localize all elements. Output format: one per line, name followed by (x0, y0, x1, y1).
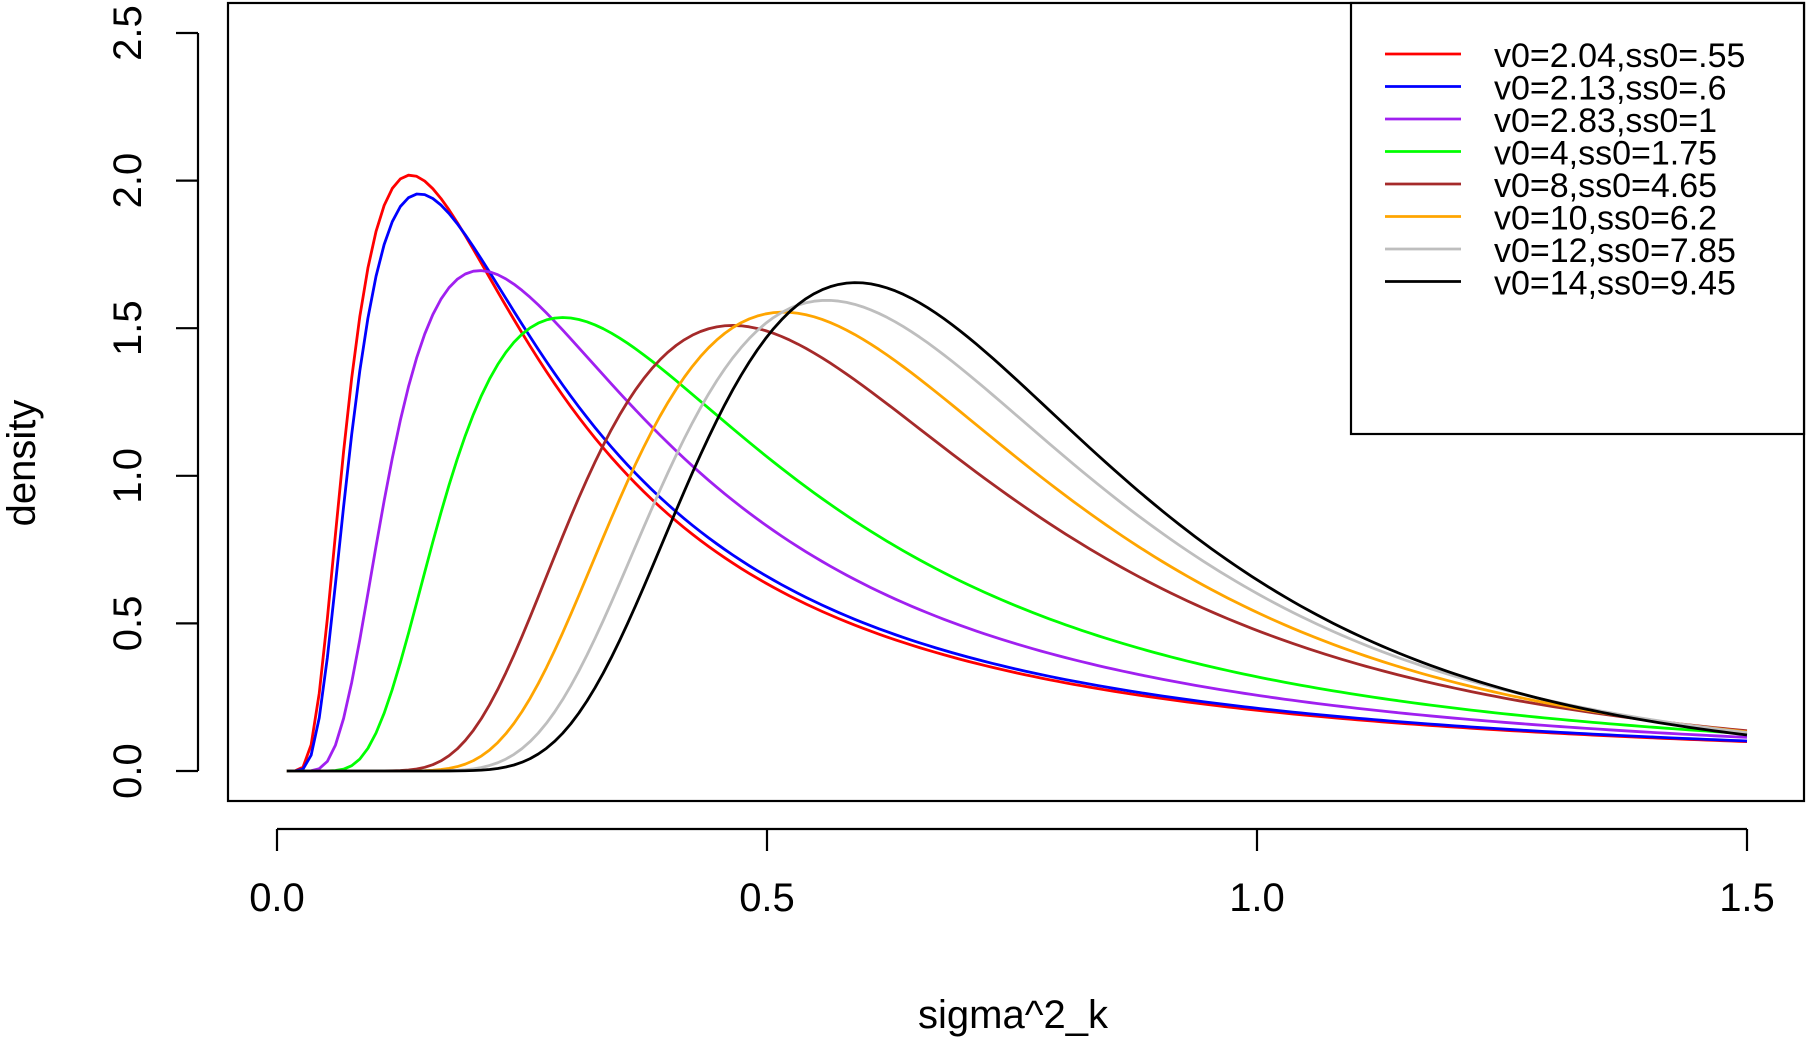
y-tick-label: 2.5 (106, 5, 150, 61)
series-line (286, 269, 1748, 773)
legend-label: v0=2.04,ss0=.55 (1494, 37, 1745, 75)
legend-box (1349, 1, 1806, 436)
x-tick-label: 1.0 (1229, 876, 1285, 920)
series-line (286, 316, 1748, 773)
legend-label: v0=12,ss0=7.85 (1494, 232, 1736, 270)
x-tick-label: 0.5 (739, 876, 795, 920)
series-layer (286, 173, 1748, 773)
series-line (286, 324, 1748, 773)
y-tick-label: 2.0 (106, 153, 150, 209)
y-tick-label: 1.5 (106, 300, 150, 356)
x-axis: 0.0 0.5 1.0 1.5 (249, 827, 1775, 920)
x-axis-label: sigma^2_k (918, 993, 1109, 1037)
series-line (286, 281, 1748, 773)
y-axis: 0.0 0.5 1.0 1.5 2.0 2.5 (106, 5, 200, 799)
legend: v0=2.04,ss0=.55v0=2.13,ss0=.6v0=2.83,ss0… (1349, 1, 1806, 436)
y-tick-label: 0.5 (106, 596, 150, 652)
legend-label: v0=10,ss0=6.2 (1494, 200, 1717, 238)
legend-label: v0=2.13,ss0=.6 (1494, 70, 1727, 108)
y-axis-label: density (0, 400, 44, 527)
y-tick-label: 1.0 (106, 448, 150, 504)
series-line (286, 310, 1748, 773)
y-tick-label: 0.0 (106, 743, 150, 799)
legend-label: v0=14,ss0=9.45 (1494, 265, 1736, 303)
x-tick-label: 0.0 (249, 876, 305, 920)
legend-label: v0=4,ss0=1.75 (1494, 135, 1717, 173)
legend-label: v0=8,ss0=4.65 (1494, 167, 1717, 205)
series-line (286, 192, 1748, 773)
x-tick-label: 1.5 (1719, 876, 1775, 920)
legend-label: v0=2.83,ss0=1 (1494, 102, 1717, 140)
